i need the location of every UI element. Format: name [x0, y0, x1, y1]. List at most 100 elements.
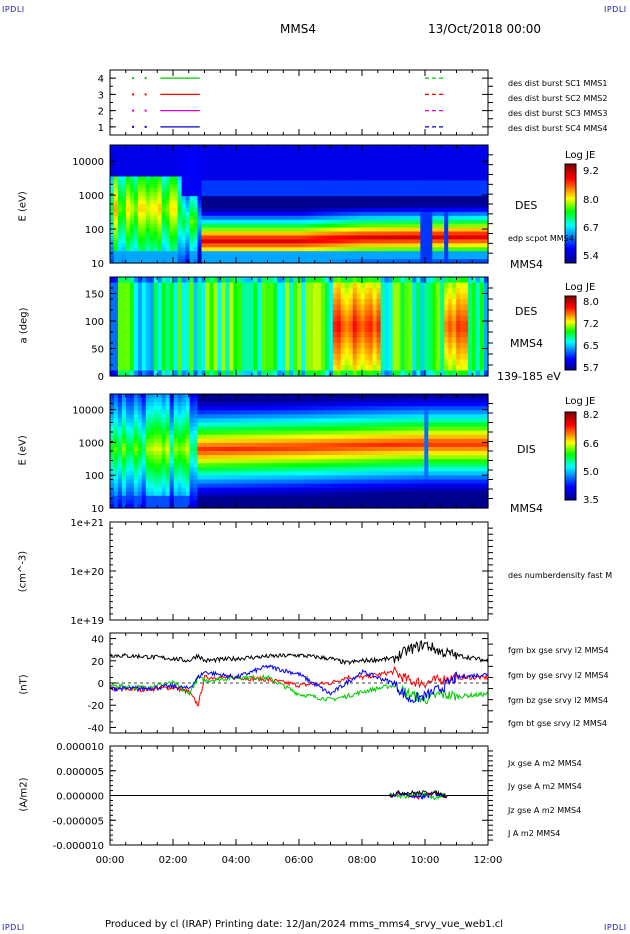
des-energy-cell: [304, 235, 310, 240]
des-pitch-cell: [113, 343, 119, 350]
des-pitch-cell: [456, 288, 461, 295]
des-pitch-cell: [293, 343, 298, 350]
des-pitch-cell: [157, 277, 163, 284]
des-pitch-cell: [432, 288, 437, 295]
des-pitch-cell: [388, 348, 394, 355]
des-pitch-cell: [185, 304, 191, 311]
des-pitch-cell: [205, 348, 211, 355]
des-energy-cell: [273, 192, 278, 197]
dis-energy-cell: [110, 426, 115, 432]
des-pitch-cell: [185, 337, 191, 344]
des-energy-cell: [416, 247, 421, 252]
des-pitch-cell: [456, 365, 461, 372]
des-pitch-cell: [141, 354, 147, 361]
des-pitch-cell: [424, 277, 429, 284]
des-energy-cell: [412, 152, 417, 158]
des-energy-cell: [269, 239, 274, 244]
des-energy-cell: [440, 192, 445, 197]
des-energy-cell: [464, 145, 469, 150]
des-energy-cell: [161, 231, 167, 237]
des-energy-cell: [412, 219, 417, 225]
des-energy-cell: [360, 172, 366, 178]
des-energy-cell: [472, 235, 477, 240]
dis-energy-cell: [165, 430, 171, 436]
des-energy-cell: [169, 192, 175, 197]
des-energy-cell: [285, 239, 290, 244]
des-pitch-cell: [452, 321, 457, 328]
des-energy-cell: [404, 176, 410, 181]
des-energy-cell: [129, 145, 135, 150]
des-pitch-cell: [432, 321, 437, 328]
des-energy-cell: [145, 188, 151, 193]
des-energy-cell: [229, 160, 234, 166]
des-energy-cell: [404, 211, 410, 217]
des-energy-cell: [336, 176, 342, 181]
dis-energy-cell: [110, 459, 115, 464]
des-energy-cell: [352, 192, 358, 197]
des-pitch-cell: [110, 348, 115, 355]
des-energy-cell: [117, 180, 123, 185]
dis-energy-cell: [137, 455, 143, 460]
des-energy-cell: [340, 188, 346, 193]
des-pitch-cell: [448, 332, 453, 339]
dis-energy-cell: [165, 410, 171, 415]
des-pitch-cell: [476, 310, 481, 317]
des-pitch-cell: [464, 304, 469, 311]
des-energy-cell: [149, 160, 155, 166]
des-energy-cell: [364, 227, 370, 233]
des-energy-cell: [289, 251, 294, 256]
des-energy-cell: [464, 239, 469, 244]
des-energy-cell: [440, 211, 445, 217]
des-energy-cell: [428, 247, 433, 252]
des-energy-cell: [149, 152, 155, 158]
des-energy-cell: [348, 243, 354, 248]
des-energy-cell: [233, 251, 238, 256]
des-pitch-cell: [233, 310, 238, 317]
des-energy-cell: [173, 243, 179, 248]
des-energy-cell: [277, 168, 282, 174]
des-energy-cell: [110, 227, 115, 233]
des-pitch-cell: [436, 332, 441, 339]
des-energy-cell: [424, 255, 429, 260]
des-energy-cell: [169, 227, 175, 233]
des-energy-cell: [217, 235, 223, 240]
des-energy-cell: [388, 204, 394, 209]
des-energy-cell: [360, 215, 366, 221]
des-energy-cell: [145, 168, 151, 174]
des-pitch-cell: [181, 277, 187, 284]
des-energy-cell: [376, 239, 382, 244]
des-pitch-cell: [464, 359, 469, 366]
des-energy-cell: [149, 231, 155, 237]
des-pitch-cell: [257, 337, 262, 344]
des-energy-cell: [484, 148, 489, 154]
des-energy-cell: [273, 251, 278, 256]
des-energy-cell: [177, 255, 183, 260]
des-energy-cell: [297, 168, 302, 174]
des-energy-cell: [261, 176, 266, 181]
des-pitch-cell: [133, 293, 139, 300]
des-energy-cell: [181, 160, 187, 166]
des-energy-cell: [165, 255, 171, 260]
des-energy-cell: [380, 200, 386, 205]
des-pitch-cell: [293, 332, 298, 339]
des-pitch-cell: [161, 299, 167, 306]
des-energy-cell: [312, 168, 318, 174]
des-pitch-cell: [484, 299, 489, 306]
des-energy-cell: [468, 180, 473, 185]
des-pitch-cell: [110, 337, 115, 344]
des-energy-cell: [185, 160, 191, 166]
des-energy-cell: [209, 219, 215, 225]
des-energy-cell: [380, 235, 386, 240]
des-energy-cell: [137, 168, 143, 174]
des-pitch-cell: [456, 348, 461, 355]
des-pitch-cell: [229, 354, 234, 361]
des-pitch-cell: [300, 354, 306, 361]
des-energy-cell: [456, 152, 461, 158]
des-pitch-cell: [209, 365, 215, 372]
des-energy-cell: [352, 188, 358, 193]
des-energy-cell: [201, 239, 207, 244]
des-energy-cell: [324, 188, 330, 193]
des-energy-cell: [436, 176, 441, 181]
des-energy-cell: [448, 255, 453, 260]
des-energy-cell: [456, 204, 461, 209]
